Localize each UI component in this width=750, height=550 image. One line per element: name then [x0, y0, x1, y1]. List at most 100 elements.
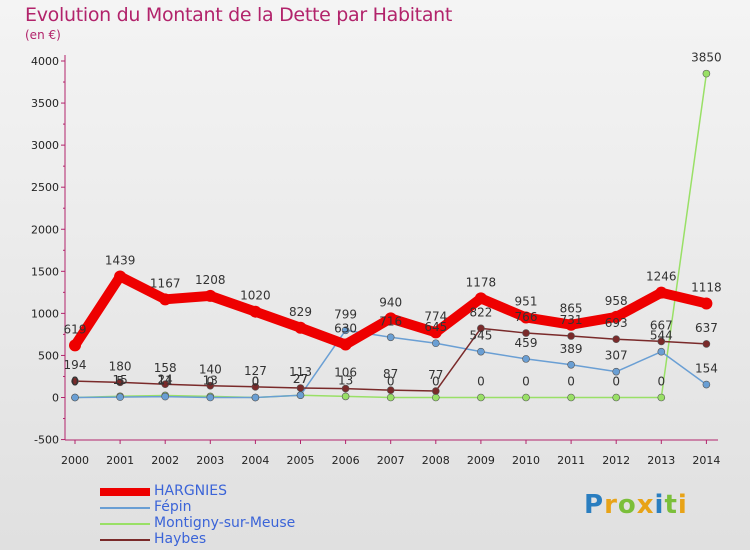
- data-label: 630: [334, 322, 357, 336]
- data-point: [341, 326, 350, 335]
- data-point: [567, 332, 575, 340]
- line-chart: -500050010001500200025003000350040002000…: [31, 51, 722, 467]
- data-label: 5: [116, 374, 124, 388]
- data-label: 77: [428, 368, 443, 382]
- data-label: 27: [293, 372, 308, 386]
- logo-letter: x: [636, 490, 655, 520]
- data-label: 389: [560, 342, 583, 356]
- logo-letter: P: [584, 490, 605, 520]
- legend-swatch-hargnies: [100, 488, 150, 496]
- x-tick-label: 2014: [692, 454, 720, 467]
- data-label: 667: [650, 318, 673, 332]
- data-label: 693: [605, 316, 628, 330]
- data-point: [702, 380, 711, 389]
- data-point: [161, 392, 169, 401]
- data-point: [567, 360, 575, 369]
- data-point: [386, 386, 395, 394]
- data-point: [612, 367, 621, 376]
- data-point: [431, 387, 440, 395]
- data-label: 87: [383, 367, 398, 381]
- data-label: 307: [605, 349, 628, 363]
- data-label: 958: [605, 294, 628, 308]
- data-label: 1118: [691, 280, 722, 294]
- data-label: 0: [432, 375, 440, 389]
- data-point: [116, 378, 124, 387]
- data-label: 951: [515, 294, 538, 308]
- data-point: [341, 392, 350, 401]
- data-label: 0: [612, 375, 620, 389]
- data-label: 194: [64, 358, 87, 372]
- data-point: [114, 270, 127, 283]
- x-tick-label: 2013: [647, 454, 675, 467]
- data-label: 774: [424, 309, 447, 323]
- data-label: 0: [477, 375, 485, 389]
- data-label: 0: [252, 375, 260, 389]
- data-point: [477, 347, 485, 356]
- data-label: 799: [334, 307, 357, 321]
- x-tick-label: 2009: [467, 454, 495, 467]
- data-point: [657, 393, 666, 402]
- data-label: 154: [695, 362, 718, 376]
- data-label: 13: [338, 373, 353, 387]
- logo-letter: i: [677, 490, 688, 520]
- data-label: 140: [199, 363, 222, 377]
- y-tick-label: 1500: [31, 265, 59, 278]
- data-label: 0: [252, 375, 260, 389]
- data-point: [657, 337, 666, 346]
- data-label: 158: [154, 361, 177, 375]
- data-label: 3850: [691, 51, 722, 65]
- data-point: [116, 393, 124, 401]
- y-tick-label: 3500: [31, 97, 59, 110]
- data-label: 1178: [466, 275, 497, 289]
- data-point: [565, 318, 578, 331]
- y-tick-label: 4000: [31, 55, 59, 68]
- logo-letter: r: [604, 490, 618, 520]
- data-label: 113: [289, 365, 312, 379]
- data-label: 127: [244, 364, 267, 378]
- y-tick-label: 500: [38, 349, 59, 362]
- data-point: [477, 324, 485, 333]
- data-point: [386, 333, 395, 342]
- logo-letter: o: [617, 490, 637, 520]
- data-label: 27: [293, 372, 308, 386]
- y-tick-label: 2000: [31, 223, 59, 236]
- data-label: 1020: [240, 289, 271, 303]
- data-point: [429, 326, 442, 339]
- data-label: 865: [560, 302, 583, 316]
- data-label: 15: [112, 373, 127, 387]
- data-point: [294, 321, 307, 334]
- data-label: 545: [469, 329, 492, 343]
- data-label: 645: [424, 320, 447, 334]
- data-point: [206, 381, 215, 390]
- data-point: [206, 393, 215, 402]
- data-label: 13: [203, 373, 218, 387]
- data-point: [702, 69, 711, 78]
- data-point: [522, 355, 530, 363]
- x-tick-label: 2004: [241, 454, 269, 467]
- y-tick-label: 2500: [31, 181, 59, 194]
- data-point: [204, 289, 217, 302]
- data-label: 731: [560, 313, 583, 327]
- legend-label-fepin: Fépin: [154, 499, 192, 515]
- data-point: [431, 339, 440, 348]
- data-point: [71, 393, 79, 402]
- data-point: [702, 340, 711, 348]
- data-point: [655, 286, 668, 299]
- data-point: [610, 310, 623, 323]
- data-label: 829: [289, 305, 312, 319]
- data-label: 0: [206, 375, 214, 389]
- data-label: 11: [158, 374, 173, 388]
- data-label: 940: [379, 295, 402, 309]
- data-point: [159, 293, 172, 306]
- data-label: 106: [334, 366, 357, 380]
- y-tick-label: 0: [52, 392, 59, 405]
- x-tick-label: 2012: [602, 454, 630, 467]
- legend-label-montigny: Montigny-sur-Meuse: [154, 515, 296, 531]
- logo-letter: i: [654, 490, 665, 520]
- data-label: 0: [71, 375, 79, 389]
- data-label: 716: [379, 314, 402, 328]
- y-tick-label: -500: [34, 434, 59, 447]
- data-label: 0: [387, 375, 395, 389]
- x-tick-label: 2001: [106, 454, 134, 467]
- proxiti-logo: Proxiti: [584, 490, 688, 520]
